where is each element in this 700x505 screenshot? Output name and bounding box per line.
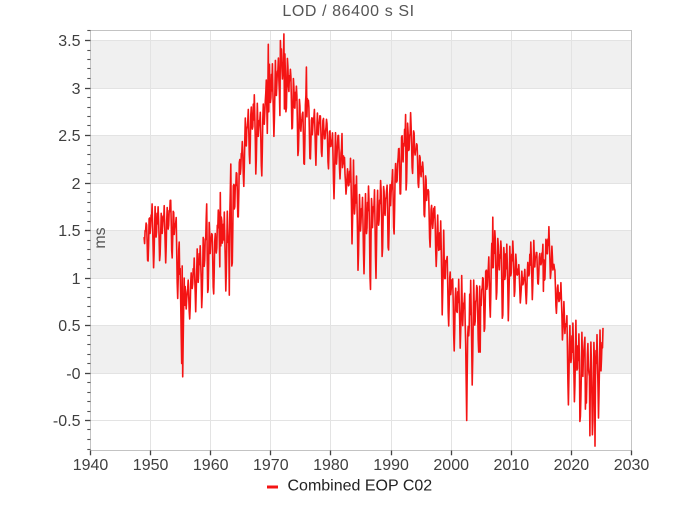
svg-text:LOD / 86400 s SI: LOD / 86400 s SI [282, 3, 414, 20]
svg-text:ms: ms [92, 227, 109, 248]
svg-text:3.5: 3.5 [58, 33, 80, 50]
svg-text:2.5: 2.5 [58, 128, 80, 145]
svg-text:1940: 1940 [73, 457, 109, 474]
svg-text:2000: 2000 [433, 457, 469, 474]
svg-text:-0: -0 [66, 366, 80, 383]
svg-text:1970: 1970 [253, 457, 289, 474]
svg-text:3: 3 [72, 81, 81, 98]
svg-text:2: 2 [72, 176, 81, 193]
svg-text:Combined EOP C02: Combined EOP C02 [288, 478, 433, 495]
svg-text:2020: 2020 [554, 457, 590, 474]
svg-text:1.5: 1.5 [58, 223, 80, 240]
svg-text:1980: 1980 [313, 457, 349, 474]
svg-text:1960: 1960 [193, 457, 229, 474]
svg-text:0.5: 0.5 [58, 318, 80, 335]
svg-text:2030: 2030 [614, 457, 650, 474]
svg-text:1: 1 [72, 271, 81, 288]
svg-text:1990: 1990 [373, 457, 409, 474]
svg-text:1950: 1950 [133, 457, 169, 474]
svg-text:2010: 2010 [494, 457, 530, 474]
svg-text:-0.5: -0.5 [53, 413, 81, 430]
